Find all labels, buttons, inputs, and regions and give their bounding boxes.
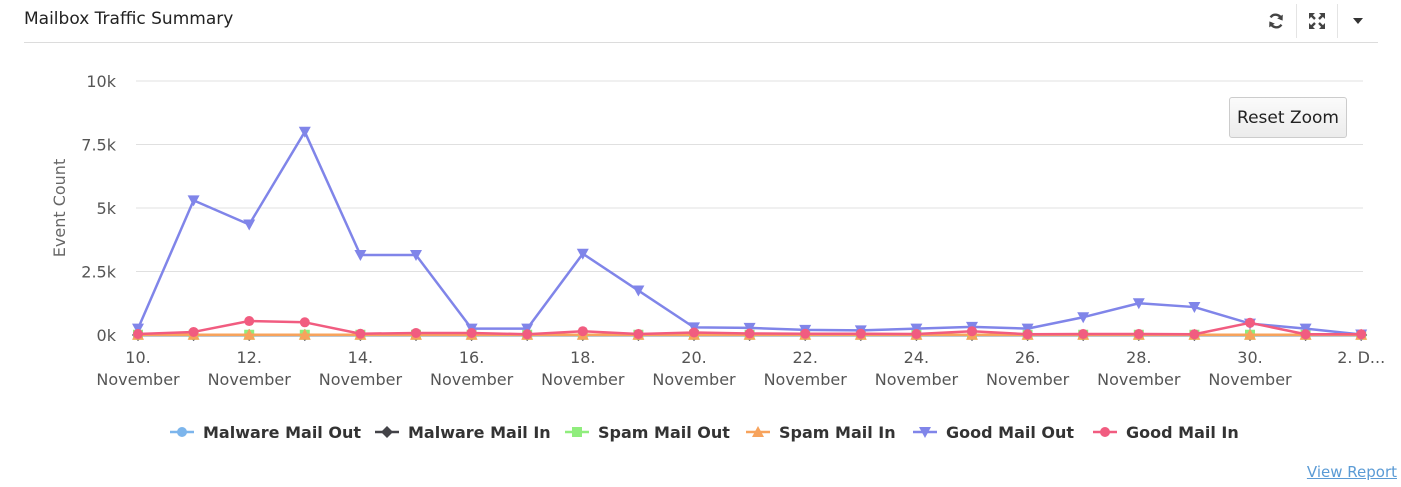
legend-marker: [572, 427, 582, 437]
good-mail-out-point: [521, 323, 534, 335]
good-mail-in-point: [633, 328, 644, 339]
x-tick-label: 26.: [1015, 348, 1040, 367]
legend-marker: [1100, 427, 1110, 437]
x-tick-label: 22.: [792, 348, 817, 367]
x-tick-label: 12.: [236, 348, 261, 367]
reset-zoom-button[interactable]: Reset Zoom: [1229, 97, 1347, 138]
x-tick-label: 10.: [125, 348, 150, 367]
spam-mail-in-point: [1244, 328, 1256, 340]
x-tick-label: 14.: [348, 348, 373, 367]
legend-marker: [919, 427, 931, 438]
x-tick-label: 2. D...: [1337, 348, 1385, 367]
x-tick-label: 16.: [459, 348, 484, 367]
y-tick-label: 2.5k: [81, 263, 116, 282]
panel-toolbar: [1256, 4, 1378, 38]
view-report-link[interactable]: View Report: [1306, 463, 1397, 481]
legend-item-spam-mail-in[interactable]: Spam Mail In: [779, 423, 896, 442]
x-tick-label: 18.: [570, 348, 595, 367]
y-tick-label: 0k: [97, 326, 117, 345]
good-mail-in-point: [689, 327, 699, 338]
x-tick-label: November: [541, 370, 625, 389]
good-mail-out-point: [743, 322, 756, 334]
good-mail-in-point: [577, 326, 588, 337]
good-mail-out-point: [1299, 323, 1312, 335]
x-tick-label: November: [96, 370, 180, 389]
y-tick-label: 10k: [86, 72, 116, 91]
x-tick-label: November: [986, 370, 1070, 389]
good-mail-in-point: [744, 328, 755, 339]
good-mail-in-point: [411, 327, 421, 338]
good-mail-in-point: [1078, 328, 1089, 339]
good-mail-in-point: [1245, 317, 1255, 328]
legend-item-spam-mail-out[interactable]: Spam Mail Out: [598, 423, 730, 442]
legend-item-good-mail-out[interactable]: Good Mail Out: [946, 423, 1074, 442]
x-tick-label: November: [319, 370, 403, 389]
panel-title: Mailbox Traffic Summary: [24, 9, 234, 29]
legend-marker: [177, 427, 187, 437]
good-mail-out-point: [298, 126, 311, 138]
panel-header: Mailbox Traffic Summary: [24, 0, 1378, 43]
legend-marker: [752, 426, 764, 437]
y-axis-label: Event Count: [50, 159, 69, 257]
spam-mail-in-point: [243, 328, 256, 340]
x-tick-label: November: [875, 370, 959, 389]
expand-icon: [1309, 13, 1325, 29]
refresh-button[interactable]: [1256, 4, 1296, 38]
good-mail-in-point: [800, 328, 811, 339]
x-tick-label: 28.: [1126, 348, 1151, 367]
good-mail-in-point: [911, 328, 922, 339]
good-mail-in-point: [133, 328, 143, 339]
good-mail-in-point: [967, 326, 977, 337]
caret-down-icon: [1353, 18, 1363, 24]
good-mail-in-point: [1022, 329, 1033, 340]
good-mail-out-point: [243, 219, 256, 231]
good-mail-in-point: [299, 317, 310, 328]
good-mail-out-point: [187, 195, 200, 207]
good-mail-out-point: [354, 249, 367, 261]
good-mail-in-point: [355, 328, 366, 339]
legend-item-malware-mail-in[interactable]: Malware Mail In: [408, 423, 551, 442]
good-mail-out-line: [136, 130, 1362, 336]
good-mail-out-point: [632, 285, 645, 297]
good-mail-out-point: [576, 248, 589, 260]
expand-button[interactable]: [1296, 4, 1337, 38]
good-mail-in-point: [1356, 329, 1367, 340]
refresh-icon: [1269, 13, 1283, 29]
good-mail-out-point: [1132, 298, 1145, 310]
good-mail-out-point: [1021, 323, 1034, 335]
good-mail-out-point: [1188, 302, 1201, 314]
y-tick-label: 7.5k: [81, 136, 116, 155]
traffic-line-chart: 0k 2.5k 5k 7.5k 10k Event Count 10. November 12.…: [50, 72, 1385, 442]
y-tick-label: 5k: [97, 199, 117, 218]
x-tick-label: 30.: [1237, 348, 1262, 367]
legend-marker: [381, 426, 393, 438]
good-mail-in-point: [188, 326, 199, 337]
x-tick-label: 20.: [681, 348, 706, 367]
x-tick-label: November: [208, 370, 292, 389]
menu-dropdown-button[interactable]: [1337, 4, 1378, 38]
x-tick-label: November: [1208, 370, 1292, 389]
good-mail-in-point: [855, 328, 866, 339]
legend-item-malware-mail-out[interactable]: Malware Mail Out: [203, 423, 361, 442]
x-tick-label: November: [430, 370, 514, 389]
good-mail-out-point: [410, 249, 422, 261]
good-mail-in-point: [1189, 329, 1200, 340]
x-tick-label: November: [764, 370, 848, 389]
good-mail-in-point: [1133, 328, 1144, 339]
x-tick-label: 24.: [904, 348, 929, 367]
good-mail-in-point: [244, 316, 255, 327]
good-mail-in-point: [1300, 329, 1311, 340]
good-mail-in-point: [522, 329, 533, 340]
legend-item-good-mail-in[interactable]: Good Mail In: [1126, 423, 1239, 442]
spam-mail-in-point: [298, 328, 311, 340]
x-tick-label: November: [652, 370, 736, 389]
good-mail-in-point: [466, 327, 477, 338]
good-mail-out-point: [1077, 312, 1090, 324]
x-tick-label: November: [1097, 370, 1181, 389]
